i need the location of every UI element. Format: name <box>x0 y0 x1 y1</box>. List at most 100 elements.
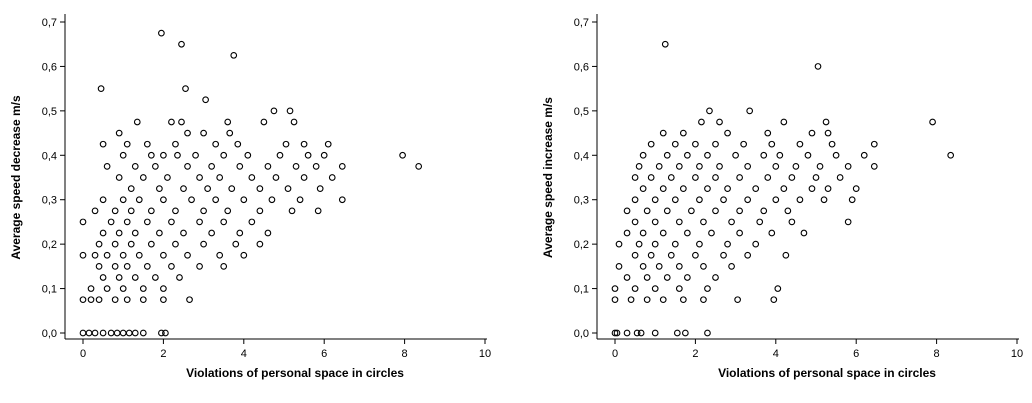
data-point <box>320 151 328 159</box>
data-point <box>127 240 135 248</box>
y-tick-label: 0,0 <box>42 328 57 340</box>
data-point <box>796 140 804 148</box>
data-point <box>615 263 623 270</box>
data-point <box>692 140 699 148</box>
data-point <box>639 229 647 237</box>
data-point <box>684 274 691 281</box>
data-point <box>79 251 87 259</box>
data-point <box>91 207 99 215</box>
scatter-chart-2: 0,0 0,1 0,2 0,3 0,4 0,5 0,6 0,7 0 2 4 6 8 10 Violation… <box>541 14 1023 380</box>
data-point <box>639 185 647 192</box>
data-point <box>158 29 165 37</box>
y-tick-label: 0,3 <box>574 195 589 207</box>
data-point <box>95 296 103 304</box>
data-point <box>700 263 707 270</box>
data-point <box>200 129 207 137</box>
data-point <box>123 218 131 226</box>
data-point <box>103 163 111 170</box>
data-point <box>156 185 163 192</box>
data-point <box>860 151 868 159</box>
data-point <box>724 129 731 137</box>
data-point <box>688 207 695 215</box>
x-axis-title: Violations of personal space in circles <box>186 366 404 380</box>
data-point <box>99 329 107 337</box>
data-point <box>728 218 735 226</box>
data-point <box>184 129 191 137</box>
data-point <box>651 240 659 248</box>
data-point <box>698 118 705 126</box>
data-point <box>220 151 228 159</box>
data-point <box>111 207 119 215</box>
data-point <box>200 240 207 248</box>
data-point <box>613 329 621 337</box>
data-point <box>216 174 224 181</box>
data-point <box>168 263 175 270</box>
data-point <box>160 296 167 304</box>
data-point <box>675 285 683 292</box>
x-tick-label: 10 <box>479 348 491 360</box>
data-point <box>131 274 139 281</box>
data-point <box>681 329 689 337</box>
data-point <box>679 185 687 192</box>
data-point <box>152 163 159 170</box>
data-point <box>675 263 683 270</box>
data-point <box>744 196 752 204</box>
y-tick-label: 0,2 <box>574 239 589 251</box>
data-point <box>286 107 294 115</box>
data-point <box>623 207 631 215</box>
data-point <box>99 196 107 204</box>
data-point <box>659 185 667 192</box>
data-point <box>300 174 308 181</box>
data-point <box>188 196 195 204</box>
data-point <box>216 251 224 259</box>
data-point <box>808 185 816 192</box>
data-point <box>272 174 280 181</box>
data-point <box>172 240 179 248</box>
data-point <box>236 163 244 170</box>
data-point <box>172 140 179 148</box>
data-point <box>264 229 272 237</box>
data-point <box>792 163 800 170</box>
data-point <box>768 140 776 148</box>
data-point <box>788 174 796 181</box>
data-point <box>671 240 679 248</box>
data-point <box>782 251 790 259</box>
data-point <box>675 163 683 170</box>
y-axis-title: Average speed decrease m/s <box>9 95 23 260</box>
data-point <box>143 218 151 226</box>
data-point <box>679 129 687 137</box>
data-point <box>119 329 127 337</box>
data-point <box>143 140 151 148</box>
data-point <box>324 140 332 148</box>
data-point <box>107 218 115 226</box>
data-point <box>712 207 719 215</box>
data-point <box>226 129 234 137</box>
data-point <box>647 174 655 181</box>
data-point <box>208 163 215 170</box>
data-point <box>712 274 719 281</box>
data-point <box>174 151 181 159</box>
data-point <box>212 196 220 204</box>
data-point <box>147 240 155 248</box>
data-point <box>824 129 832 137</box>
data-point <box>260 118 268 126</box>
data-point <box>947 151 955 159</box>
data-point <box>788 218 796 226</box>
data-point <box>816 163 824 170</box>
data-point <box>756 218 764 226</box>
data-point <box>224 118 232 126</box>
data-point <box>667 174 675 181</box>
data-point <box>623 274 631 281</box>
data-point <box>679 296 687 304</box>
data-point <box>728 263 735 270</box>
data-point <box>770 296 778 304</box>
data-point <box>115 229 123 237</box>
data-point <box>256 207 264 215</box>
data-point <box>752 185 760 192</box>
data-point <box>79 218 87 226</box>
y-tick-label: 0,5 <box>42 106 57 118</box>
data-point <box>276 151 284 159</box>
data-point <box>85 329 93 337</box>
data-point <box>639 151 647 159</box>
data-point <box>760 151 768 159</box>
